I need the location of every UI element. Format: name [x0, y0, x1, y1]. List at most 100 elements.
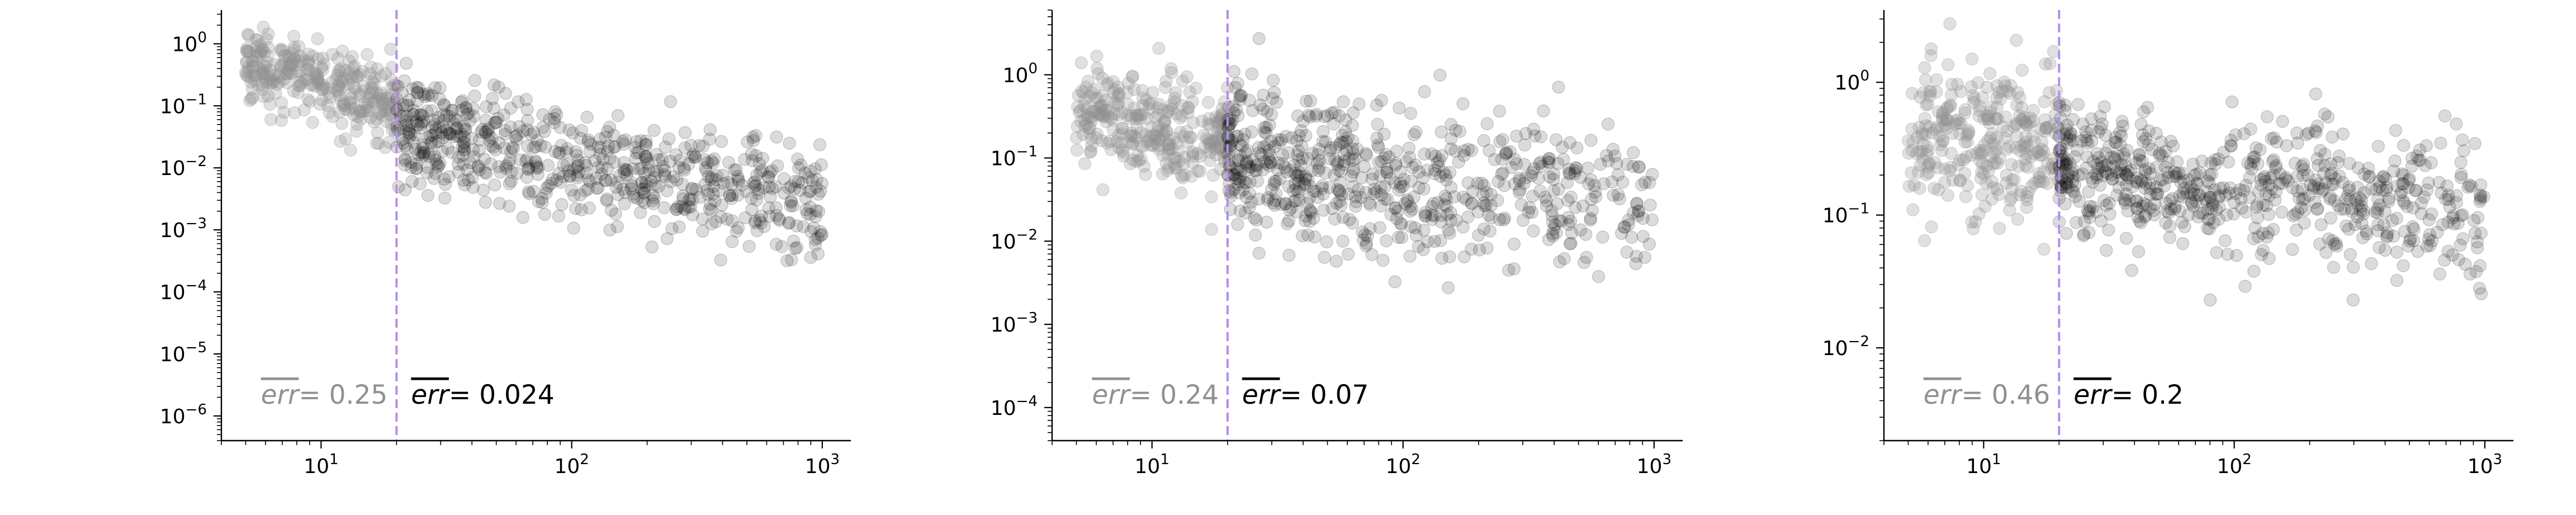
scatter-point	[479, 196, 493, 209]
scatter-point	[1552, 183, 1565, 196]
scatter-point	[1186, 150, 1200, 163]
scatter-point	[452, 150, 465, 164]
scatter-point	[1584, 214, 1597, 227]
scatter-point	[673, 154, 686, 167]
scatter-point	[1239, 206, 1252, 220]
scatter-point	[2083, 200, 2097, 213]
scatter-point	[317, 58, 331, 71]
scatter-point	[1444, 206, 1457, 220]
scatter-point	[1151, 101, 1164, 115]
scatter-point	[1261, 193, 1274, 207]
scatter-point	[609, 207, 622, 221]
scatter-point	[1642, 237, 1656, 251]
scatter-point	[1100, 115, 1113, 129]
scatter-point	[1391, 204, 1405, 218]
scatter-point	[301, 93, 315, 106]
scatter-point	[812, 187, 825, 201]
scatter-point	[1300, 197, 1314, 210]
scatter-point	[2279, 171, 2293, 184]
scatter-point	[285, 47, 299, 60]
scatter-point	[1088, 92, 1102, 105]
scatter-point	[1175, 99, 1188, 112]
scatter-point	[658, 168, 671, 182]
scatter-point	[366, 86, 380, 100]
scatter-point	[278, 49, 292, 63]
scatter-point	[2167, 139, 2180, 153]
scatter-point	[1380, 234, 1393, 248]
scatter-point	[2273, 167, 2287, 181]
scatter-point	[1164, 102, 1178, 116]
scatter-point	[2087, 155, 2100, 168]
scatter-point	[1230, 166, 1244, 179]
scatter-point	[1967, 222, 1980, 235]
scatter-point	[374, 86, 387, 100]
scatter-point	[429, 153, 443, 167]
y-tick-label: 10−2	[1822, 333, 1869, 360]
scatter-point	[1918, 234, 1931, 247]
scatter-point	[603, 152, 617, 166]
scatter-point	[2177, 174, 2190, 187]
scatter-point	[391, 124, 405, 137]
scatter-point	[1461, 210, 1475, 224]
scatter-point	[1365, 172, 1379, 186]
scatter-point	[808, 238, 822, 252]
scatter-point	[303, 95, 316, 108]
scatter-point	[1186, 116, 1200, 129]
scatter-point	[499, 127, 512, 141]
scatter-point	[1257, 102, 1270, 116]
scatter-point	[2019, 159, 2032, 172]
scatter-point	[423, 129, 437, 143]
scatter-point	[1124, 109, 1138, 122]
scatter-point	[2474, 226, 2488, 240]
scatter-point	[503, 153, 517, 167]
scatter-point	[1300, 95, 1313, 108]
scatter-point	[297, 103, 311, 117]
scatter-point	[1370, 98, 1384, 112]
scatter-point	[1231, 218, 1244, 231]
scatter-point	[731, 170, 745, 183]
scatter-point	[1949, 117, 1962, 131]
scatter-point	[291, 86, 305, 100]
scatter-point	[2281, 174, 2295, 188]
scatter-point	[1483, 224, 1497, 238]
scatter-point	[605, 204, 618, 217]
scatter-point	[726, 188, 739, 202]
scatter-point	[617, 138, 631, 151]
scatter-point	[575, 124, 588, 137]
scatter-point	[700, 184, 714, 197]
scatter-point	[520, 123, 534, 136]
scatter-point	[1933, 129, 1947, 143]
scatter-point	[344, 101, 358, 115]
scatter-point	[1266, 92, 1279, 105]
scatter-point	[1257, 88, 1270, 102]
scatter-point	[2377, 218, 2390, 231]
scatter-point	[1417, 171, 1430, 185]
scatter-point	[468, 89, 481, 103]
y-tick-label: 10−2	[160, 153, 207, 180]
scatter-point	[490, 115, 503, 129]
scatter-point	[2203, 168, 2216, 182]
scatter-point	[363, 111, 377, 124]
scatter-point	[2133, 214, 2146, 228]
scatter-point	[1161, 138, 1175, 152]
scatter-point	[689, 150, 702, 163]
scatter-point	[2336, 176, 2350, 189]
scatter-point	[2043, 57, 2057, 70]
scatter-point	[539, 186, 553, 200]
scatter-point	[1417, 243, 1430, 256]
scatter-point	[520, 171, 534, 184]
scatter-point	[1630, 249, 1643, 263]
scatter-point	[348, 59, 361, 73]
scatter-point	[1112, 96, 1125, 110]
scatter-point	[2061, 172, 2074, 186]
scatter-point	[441, 141, 454, 155]
scatter-point	[2173, 204, 2186, 218]
scatter-point	[429, 135, 443, 149]
scatter-point	[239, 65, 253, 79]
scatter-point	[1625, 230, 1639, 244]
scatter-point	[1117, 146, 1130, 159]
scatter-point	[343, 96, 357, 109]
scatter-point	[1262, 152, 1276, 166]
scatter-point	[1981, 81, 1994, 94]
scatter-point	[1636, 230, 1650, 243]
